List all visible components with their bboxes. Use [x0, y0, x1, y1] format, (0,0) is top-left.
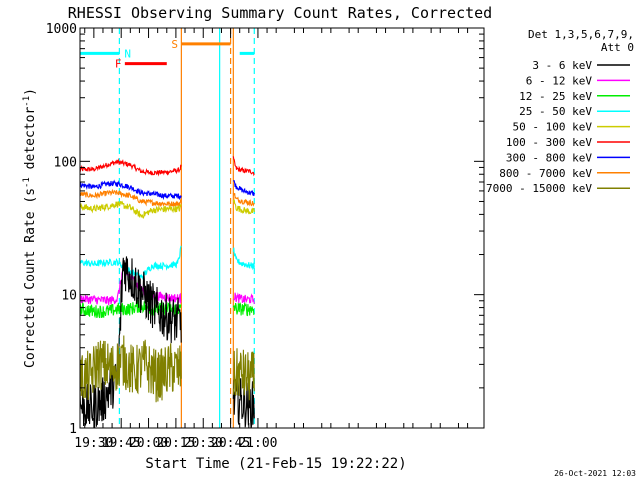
series-line — [80, 188, 182, 208]
legend-item-label: 300 - 800 keV — [506, 151, 592, 164]
plot-frame — [79, 27, 485, 429]
legend-header-attenuator: Att 0 — [601, 41, 634, 54]
legend-header-detectors: Det 1,3,5,6,7,9, — [528, 28, 634, 41]
series-line — [232, 302, 255, 317]
legend-item-label: 50 - 100 keV — [513, 121, 593, 134]
legend-item-label: 25 - 50 keV — [519, 105, 592, 118]
x-axis-label: Start Time (21-Feb-15 19:22:22) — [145, 456, 406, 472]
series-line — [80, 179, 182, 201]
x-tick-label: 19:45 — [102, 436, 141, 451]
y-tick-label: 100 — [54, 155, 77, 170]
series-line — [232, 199, 255, 215]
legend-item-label: 12 - 25 keV — [519, 90, 592, 103]
legend-item-label: 7000 - 15000 keV — [486, 182, 592, 195]
series-line — [232, 247, 255, 271]
data-series — [80, 179, 255, 201]
data-series — [80, 188, 255, 208]
series-line — [80, 300, 182, 319]
generation-timestamp: 26-Oct-2021 12:03 — [554, 469, 636, 478]
axes: 1 10 100 1000 19:3019:4520:0020:1520:3020:45… — [46, 22, 484, 451]
series-line — [232, 156, 255, 177]
flag-label: F — [115, 58, 122, 71]
data-series — [80, 156, 255, 177]
legend-item-label: 6 - 12 keV — [526, 74, 593, 87]
flag-label: N — [124, 47, 131, 60]
data-series — [80, 300, 255, 319]
chart-title: RHESSI Observing Summary Count Rates, Co… — [68, 4, 492, 22]
legend-items: 3 - 6 keV 6 - 12 keV 12 - 25 keV 25 - 50 ke… — [486, 59, 630, 195]
x-tick-label: 20:45 — [211, 436, 250, 451]
legend-item-label: 100 - 300 keV — [506, 136, 592, 149]
x-tick-label: 20:15 — [156, 436, 195, 451]
x-tick-label: 20:00 — [129, 436, 168, 451]
y-tick-label: 1000 — [46, 22, 77, 37]
flag-label: S — [171, 38, 178, 51]
legend-item-label: 800 - 7000 keV — [499, 167, 592, 180]
series-line — [80, 200, 182, 219]
x-tick-label: 20:30 — [184, 436, 223, 451]
series-line — [232, 292, 255, 305]
data-series — [80, 335, 255, 403]
x-tick-label: 19:30 — [74, 436, 113, 451]
legend: Det 1,3,5,6,7,9, Att 0 3 - 6 keV 6 - 12 k… — [486, 28, 634, 195]
y-axis-label: Corrected Count Rate (s-1 detector-1) — [22, 88, 38, 368]
x-tick-label: 21:00 — [238, 436, 277, 451]
y-tick-label: 1 — [69, 422, 77, 437]
legend-item-label: 3 - 6 keV — [532, 59, 592, 72]
data-series — [80, 199, 255, 219]
series-line — [232, 192, 255, 207]
series-line — [80, 256, 182, 428]
series-line — [232, 348, 255, 401]
y-tick-label: 10 — [61, 289, 77, 304]
plot-area: NF S — [80, 28, 255, 428]
plot-clip-group — [80, 28, 255, 428]
series-line — [80, 157, 182, 177]
series-line — [80, 335, 182, 403]
series-line — [232, 179, 255, 196]
